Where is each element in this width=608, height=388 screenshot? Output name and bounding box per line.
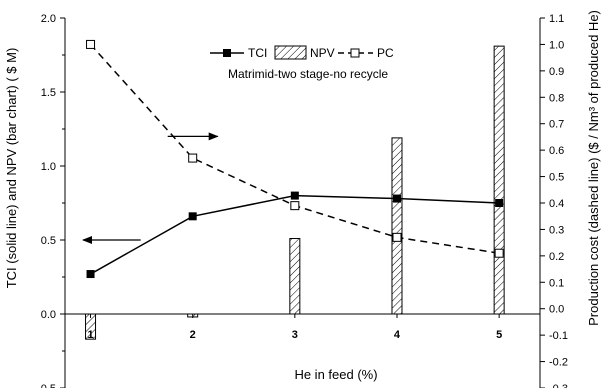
npv-bar-3 <box>289 238 301 315</box>
right-tick-label-0.6: 0.6 <box>549 145 564 157</box>
x-tick-label-5: 5 <box>496 329 502 341</box>
tci-point-3 <box>290 191 299 200</box>
x-tick-label-4: 4 <box>394 329 401 341</box>
pc-point-4 <box>392 232 402 242</box>
right-tick-label-0.1: 0.1 <box>549 277 564 289</box>
tci-point-5 <box>495 199 504 207</box>
right-tick-label-0.4: 0.4 <box>549 198 564 210</box>
pc-point-3 <box>290 201 300 211</box>
tci-point-1 <box>86 270 95 279</box>
right-tick-label-0.8: 0.8 <box>549 92 564 104</box>
right-tick-label--0.1: -0.1 <box>549 330 568 342</box>
right-tick-label-0.9: 0.9 <box>549 66 564 78</box>
npv-bars <box>85 45 505 340</box>
tci-point-4 <box>392 194 401 203</box>
right-tick-label-0.3: 0.3 <box>549 224 564 236</box>
left-tick-label-1.0: 1.0 <box>41 161 56 173</box>
legend-npv-label: NPV <box>310 46 335 60</box>
legend-npv-swatch <box>274 45 307 60</box>
left-tick-label-2.0: 2.0 <box>41 13 56 25</box>
left-axis-title: TCI (solid line) and NPV (bar chart) ( $… <box>4 48 19 289</box>
npv-bar-4 <box>391 137 403 315</box>
legend: TCI NPV PC <box>210 45 394 60</box>
right-tick-label-1.0: 1.0 <box>549 39 564 51</box>
right-tick-label-0.0: 0.0 <box>549 304 564 316</box>
axes <box>60 17 545 388</box>
pc-point-2 <box>188 153 198 163</box>
right-tick-label-0.2: 0.2 <box>549 251 564 263</box>
left-tick-label--0.5: -0.5 <box>37 383 56 388</box>
left-tick-label-1.5: 1.5 <box>41 87 56 99</box>
right-tick-label-1.1: 1.1 <box>549 13 564 25</box>
series-lines <box>86 39 504 279</box>
right-tick-label--0.2: -0.2 <box>549 357 568 369</box>
x-tick-label-1: 1 <box>87 329 93 341</box>
pc-point-1 <box>86 39 96 49</box>
legend-tci-marker <box>223 49 231 57</box>
npv-bar-5 <box>493 45 505 315</box>
pc-point-5 <box>494 248 504 258</box>
tci-point-2 <box>188 212 197 221</box>
chart-annotation: Matrimid-two stage-no recycle <box>228 67 388 81</box>
legend-pc-marker <box>350 48 360 58</box>
axis-pointer-arrows <box>82 132 219 244</box>
x-tick-label-2: 2 <box>190 329 196 341</box>
x-axis-title: He in feed (%) <box>294 367 377 382</box>
legend-tci-label: TCI <box>248 46 267 60</box>
right-axis-title: Production cost (dashed line) ($ / Nm³ o… <box>586 10 601 326</box>
right-tick-label-0.5: 0.5 <box>549 172 564 184</box>
left-tick-label-0.0: 0.0 <box>41 309 56 321</box>
tick-labels: -0.5 0.0 0.5 1.0 1.5 2.0 -0.3 -0.2 -0.1 0.0 0.1 0.2… <box>37 13 568 388</box>
legend-pc-label: PC <box>377 46 394 60</box>
x-tick-label-3: 3 <box>292 329 298 341</box>
right-tick-label--0.3: -0.3 <box>549 383 568 388</box>
left-tick-label-0.5: 0.5 <box>41 235 56 247</box>
right-tick-label-0.7: 0.7 <box>549 119 564 131</box>
